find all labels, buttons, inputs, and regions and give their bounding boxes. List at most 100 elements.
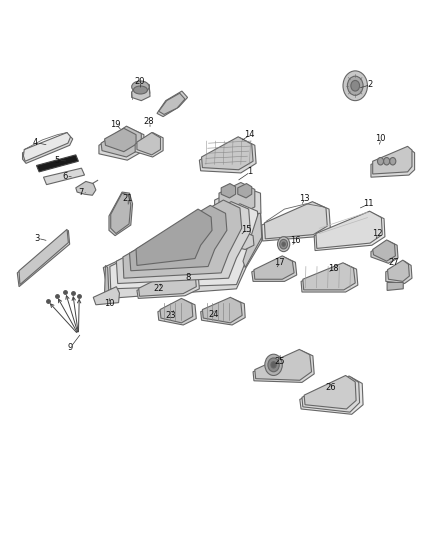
- Polygon shape: [130, 205, 227, 271]
- Text: 11: 11: [363, 199, 374, 208]
- Polygon shape: [387, 282, 403, 290]
- Circle shape: [390, 158, 396, 165]
- Polygon shape: [136, 209, 212, 265]
- Polygon shape: [254, 256, 294, 279]
- Polygon shape: [159, 93, 185, 115]
- Text: 24: 24: [208, 310, 219, 319]
- Polygon shape: [371, 241, 398, 263]
- Polygon shape: [373, 147, 412, 174]
- Polygon shape: [219, 182, 255, 213]
- Text: 1: 1: [247, 167, 252, 176]
- Text: 23: 23: [166, 311, 176, 320]
- Text: 26: 26: [325, 383, 336, 392]
- Ellipse shape: [132, 81, 149, 93]
- Polygon shape: [105, 128, 136, 152]
- Polygon shape: [117, 201, 251, 284]
- Text: 21: 21: [122, 194, 133, 203]
- Circle shape: [351, 80, 360, 91]
- Polygon shape: [300, 377, 363, 414]
- Polygon shape: [137, 268, 199, 298]
- Text: 27: 27: [389, 258, 399, 266]
- Polygon shape: [22, 135, 73, 164]
- Polygon shape: [303, 263, 355, 290]
- Circle shape: [343, 71, 367, 101]
- Polygon shape: [304, 375, 356, 409]
- Polygon shape: [157, 91, 187, 117]
- Text: 18: 18: [328, 264, 339, 273]
- Polygon shape: [76, 181, 96, 195]
- Text: 2: 2: [367, 80, 372, 89]
- Text: 15: 15: [241, 225, 251, 234]
- Text: 6: 6: [63, 172, 68, 181]
- Polygon shape: [105, 265, 109, 296]
- Text: 9: 9: [67, 343, 72, 352]
- Polygon shape: [238, 183, 252, 198]
- Text: 13: 13: [299, 194, 310, 203]
- Text: 14: 14: [244, 130, 255, 139]
- Polygon shape: [201, 298, 245, 325]
- Polygon shape: [99, 127, 144, 160]
- Polygon shape: [255, 350, 311, 380]
- Text: 4: 4: [33, 138, 38, 147]
- Text: 25: 25: [274, 357, 285, 366]
- Polygon shape: [253, 351, 314, 382]
- Polygon shape: [301, 264, 358, 292]
- Polygon shape: [314, 212, 385, 251]
- Circle shape: [347, 76, 363, 95]
- Circle shape: [280, 239, 288, 249]
- Text: 3: 3: [34, 234, 39, 243]
- Polygon shape: [243, 213, 262, 268]
- Polygon shape: [43, 168, 85, 184]
- Circle shape: [384, 158, 390, 165]
- Polygon shape: [158, 300, 196, 325]
- Polygon shape: [388, 260, 410, 281]
- Text: 16: 16: [290, 237, 301, 246]
- Polygon shape: [93, 287, 120, 305]
- Polygon shape: [123, 200, 242, 278]
- Polygon shape: [111, 193, 131, 233]
- Polygon shape: [101, 126, 141, 157]
- Polygon shape: [110, 204, 259, 289]
- Text: 20: 20: [134, 77, 145, 86]
- Text: 19: 19: [110, 119, 120, 128]
- Polygon shape: [137, 133, 160, 155]
- Polygon shape: [265, 201, 327, 239]
- Circle shape: [378, 158, 384, 165]
- Polygon shape: [109, 192, 133, 236]
- Text: 17: 17: [274, 258, 285, 266]
- Polygon shape: [386, 261, 412, 284]
- Polygon shape: [160, 298, 193, 323]
- Polygon shape: [199, 138, 256, 173]
- Polygon shape: [17, 230, 70, 287]
- Polygon shape: [139, 266, 196, 296]
- Polygon shape: [252, 257, 297, 281]
- Text: 28: 28: [144, 117, 155, 126]
- Circle shape: [268, 358, 279, 372]
- Polygon shape: [19, 229, 68, 285]
- Text: 22: 22: [153, 284, 164, 293]
- Text: 10: 10: [375, 134, 386, 143]
- Circle shape: [265, 354, 283, 375]
- Ellipse shape: [134, 86, 148, 94]
- Polygon shape: [201, 137, 253, 169]
- Text: 8: 8: [186, 273, 191, 281]
- Polygon shape: [23, 133, 71, 161]
- Polygon shape: [132, 82, 150, 101]
- Circle shape: [278, 237, 290, 252]
- Polygon shape: [221, 183, 236, 198]
- Text: 7: 7: [79, 188, 84, 197]
- Polygon shape: [316, 211, 382, 248]
- Polygon shape: [36, 155, 78, 172]
- Polygon shape: [371, 149, 415, 177]
- Polygon shape: [302, 376, 360, 412]
- Polygon shape: [202, 297, 242, 323]
- Polygon shape: [135, 133, 163, 157]
- Circle shape: [271, 362, 276, 368]
- Text: 10: 10: [104, 299, 114, 308]
- Polygon shape: [103, 204, 262, 298]
- Polygon shape: [231, 232, 254, 249]
- Polygon shape: [373, 240, 396, 261]
- Circle shape: [282, 242, 286, 246]
- Polygon shape: [215, 187, 261, 220]
- Text: 5: 5: [55, 156, 60, 165]
